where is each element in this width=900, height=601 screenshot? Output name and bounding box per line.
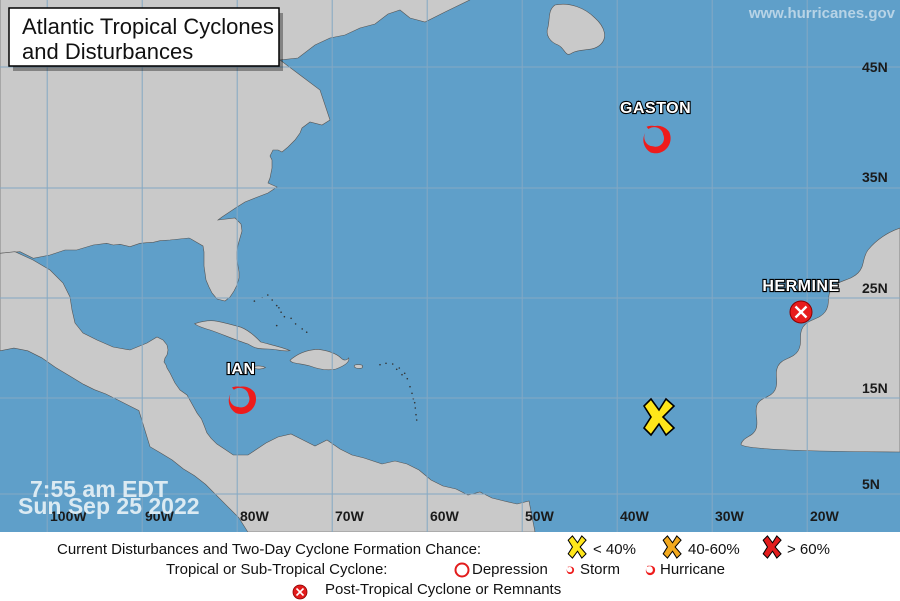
svg-text:Atlantic Tropical Cyclones: Atlantic Tropical Cyclones (22, 14, 274, 39)
svg-text:50W: 50W (525, 508, 555, 524)
svg-text:5N: 5N (862, 476, 880, 492)
svg-text:www.hurricanes.gov: www.hurricanes.gov (748, 5, 896, 22)
svg-text:35N: 35N (862, 169, 888, 185)
svg-text:GASTON: GASTON (620, 100, 691, 117)
svg-text:20W: 20W (810, 508, 840, 524)
svg-text:15N: 15N (862, 380, 888, 396)
svg-text:45N: 45N (862, 59, 888, 75)
svg-text:40W: 40W (620, 508, 650, 524)
svg-text:25N: 25N (862, 280, 888, 296)
svg-text:70W: 70W (335, 508, 365, 524)
svg-text:30W: 30W (715, 508, 745, 524)
svg-text:IAN: IAN (226, 361, 255, 378)
svg-text:60W: 60W (430, 508, 460, 524)
svg-text:Sun Sep 25 2022: Sun Sep 25 2022 (18, 493, 200, 519)
svg-text:HERMINE: HERMINE (762, 278, 839, 295)
svg-text:and Disturbances: and Disturbances (22, 39, 193, 64)
svg-text:80W: 80W (240, 508, 270, 524)
